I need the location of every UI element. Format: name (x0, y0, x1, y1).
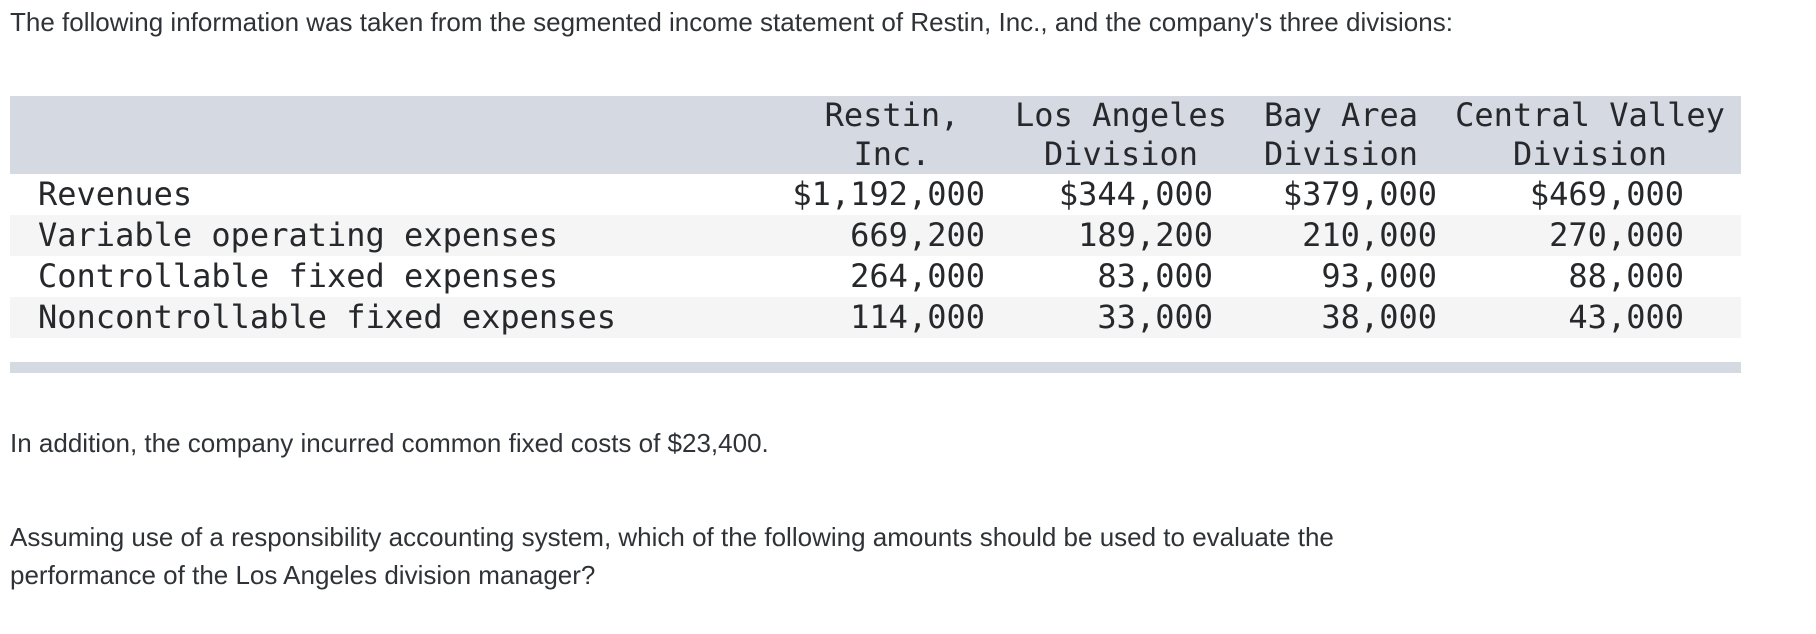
column-header-bay-area: Bay Area Division (1245, 96, 1455, 174)
column-header-restin-inc: Restin, Inc. (700, 96, 1010, 174)
row-label: Controllable fixed expenses (38, 257, 559, 295)
question-text: Assuming use of a responsibility account… (10, 522, 1334, 590)
cell-value: 669,200 (850, 216, 985, 254)
cell-value: 114,000 (850, 298, 985, 336)
table-header-row: Restin, Inc. Los Angeles Division Bay Ar… (10, 96, 1741, 174)
row-label: Variable operating expenses (38, 216, 559, 254)
table-footer-bar (10, 362, 1741, 373)
cell-value: 189,200 (1078, 216, 1213, 254)
common-fixed-costs-text: In addition, the company incurred common… (10, 428, 769, 458)
cell-value: $469,000 (1529, 175, 1684, 213)
cell-value: 83,000 (1097, 257, 1213, 295)
column-header-los-angeles: Los Angeles Division (1010, 96, 1245, 174)
cell-value: 33,000 (1097, 298, 1213, 336)
segmented-income-table: Restin, Inc. Los Angeles Division Bay Ar… (10, 96, 1741, 338)
cell-value: 38,000 (1321, 298, 1437, 336)
table-body: Revenues $1,192,000 $344,000 $379,000 $4… (10, 174, 1741, 338)
cell-value: $379,000 (1282, 175, 1437, 213)
column-header-central-valley: Central Valley Division (1455, 96, 1741, 174)
column-header-blank (10, 96, 700, 174)
table-row: Revenues $1,192,000 $344,000 $379,000 $4… (10, 174, 1741, 215)
cell-value: 88,000 (1568, 257, 1684, 295)
cell-value: 264,000 (850, 257, 985, 295)
intro-text: The following information was taken from… (10, 7, 1453, 37)
row-label: Revenues (38, 175, 193, 213)
table-row: Controllable fixed expenses 264,000 83,0… (10, 256, 1741, 297)
question-panel: The following information was taken from… (10, 7, 1741, 590)
cell-value: $1,192,000 (792, 175, 985, 213)
cell-value: 210,000 (1302, 216, 1437, 254)
cell-value: $344,000 (1058, 175, 1213, 213)
cell-value: 270,000 (1549, 216, 1684, 254)
row-label: Noncontrollable fixed expenses (38, 298, 616, 336)
table-row: Noncontrollable fixed expenses 114,000 3… (10, 297, 1741, 338)
cell-value: 93,000 (1321, 257, 1437, 295)
table-row: Variable operating expenses 669,200 189,… (10, 215, 1741, 256)
cell-value: 43,000 (1568, 298, 1684, 336)
